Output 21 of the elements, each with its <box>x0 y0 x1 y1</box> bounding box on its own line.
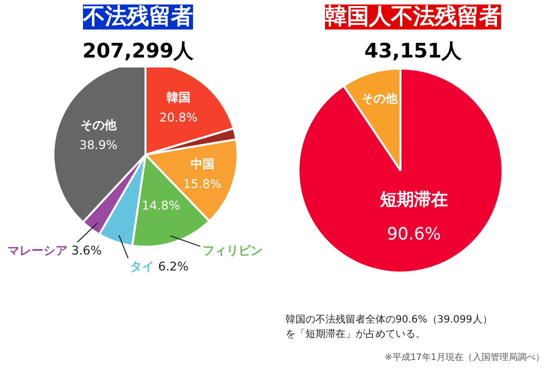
slice-label: 中国 <box>190 156 214 171</box>
slice-label: 短期滞在 <box>378 190 448 210</box>
chart-title: 韓国人不法残留者 <box>325 4 501 30</box>
chart-title: 不法残留者 <box>82 4 193 30</box>
slice-label: その他 <box>80 118 118 132</box>
chart-subtitle: 207,299人 <box>82 38 195 62</box>
slice-label: タイ <box>130 260 154 274</box>
data-label: 14.8% <box>142 198 180 212</box>
slice-label: マレーシア <box>7 244 68 258</box>
data-label: 90.6% <box>386 224 441 245</box>
slice-label: 韓国 <box>166 90 190 105</box>
text: ※平成17年1月現在（入国管理局調べ） <box>384 352 545 363</box>
data-label: 15.8% <box>183 176 222 191</box>
data-label: 20.8% <box>159 110 198 125</box>
chart-subtitle: 43,151人 <box>364 38 463 62</box>
slice-label: フィリピン <box>202 243 262 258</box>
text: 韓国の不法残留者全体の90.6%（39.099人）を「短期滞在」が占めている。 <box>286 314 492 340</box>
data-label: 38.9% <box>79 138 118 152</box>
data-label: 3.6% <box>71 244 102 258</box>
slice-label: その他 <box>362 92 399 106</box>
data-label: 6.2% <box>158 260 189 274</box>
